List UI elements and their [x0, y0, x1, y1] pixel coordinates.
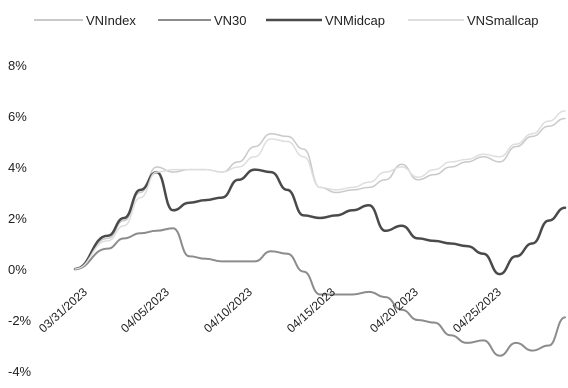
- series-line-vnsmallcap: [74, 110, 566, 270]
- y-axis: -4% -2% 0% 2% 4% 6% 8%: [8, 58, 32, 379]
- legend-item: VNIndex: [34, 13, 136, 28]
- x-tick-label: 04/15/2023: [284, 285, 338, 336]
- series-line-vn30: [74, 227, 566, 357]
- y-tick-label: 4%: [8, 160, 27, 175]
- x-tick-label: 04/20/2023: [367, 285, 421, 336]
- legend-item: VNMidcap: [266, 13, 385, 28]
- legend-item: VNSmallcap: [408, 13, 539, 28]
- legend-item: VN30: [158, 13, 247, 28]
- series-line-vnindex: [74, 117, 566, 270]
- legend-label: VNSmallcap: [467, 13, 539, 28]
- x-tick-label: 04/25/2023: [450, 285, 504, 336]
- legend: VNIndex VN30 VNMidcap VNSmallcap: [34, 13, 539, 28]
- y-tick-label: -4%: [8, 364, 32, 379]
- y-tick-label: 2%: [8, 211, 27, 226]
- legend-label: VN30: [214, 13, 247, 28]
- x-axis: 03/31/2023 04/05/2023 04/10/2023 04/15/2023…: [36, 285, 504, 336]
- y-tick-label: -2%: [8, 313, 32, 328]
- series-line-vnmidcap: [73, 168, 567, 276]
- series-layer: [73, 110, 567, 357]
- y-tick-label: 0%: [8, 262, 27, 277]
- x-tick-label: 03/31/2023: [36, 285, 90, 336]
- legend-label: VNMidcap: [325, 13, 385, 28]
- x-tick-label: 04/10/2023: [201, 285, 255, 336]
- y-tick-label: 6%: [8, 109, 27, 124]
- y-tick-label: 8%: [8, 58, 27, 73]
- legend-label: VNIndex: [86, 13, 136, 28]
- x-tick-label: 04/05/2023: [118, 285, 172, 336]
